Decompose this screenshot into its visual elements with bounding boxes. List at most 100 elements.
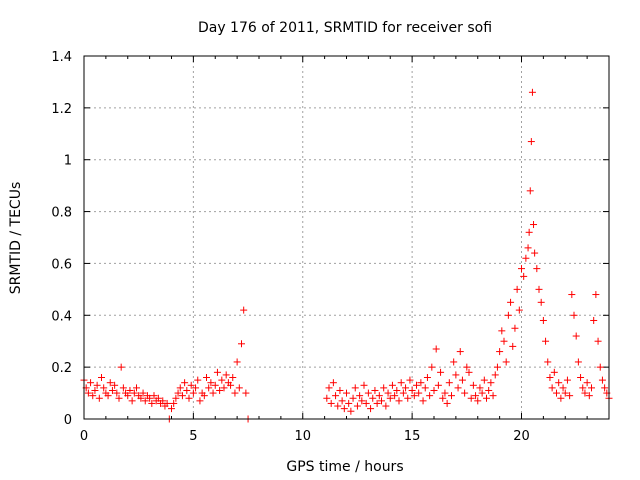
- data-point: [126, 386, 134, 394]
- data-point: [371, 386, 379, 394]
- data-point: [358, 397, 366, 405]
- data-point: [452, 371, 460, 379]
- data-point: [445, 379, 453, 387]
- data-point: [124, 392, 132, 400]
- data-point: [421, 384, 429, 392]
- data-point: [550, 368, 558, 376]
- y-tick-label: 0.2: [51, 361, 72, 376]
- data-point: [218, 376, 226, 384]
- data-point: [211, 381, 219, 389]
- data-point: [345, 399, 353, 407]
- data-point: [133, 384, 140, 392]
- data-point: [539, 316, 547, 324]
- data-point: [476, 384, 484, 392]
- data-point: [172, 394, 180, 402]
- data-point: [146, 394, 154, 402]
- data-point: [139, 389, 147, 397]
- data-point: [496, 348, 504, 356]
- data-point: [504, 311, 512, 319]
- data-point: [515, 306, 523, 314]
- data-point: [207, 379, 215, 387]
- data-point: [568, 291, 576, 299]
- data-point: [187, 381, 195, 389]
- data-point: [428, 363, 436, 371]
- data-point: [205, 384, 213, 392]
- data-point: [360, 381, 368, 389]
- data-point: [566, 392, 574, 400]
- data-point: [130, 389, 138, 397]
- data-point: [454, 384, 462, 392]
- x-tick-label: 5: [189, 429, 197, 444]
- data-point: [533, 265, 541, 273]
- data-point: [498, 327, 506, 335]
- data-point: [397, 379, 405, 387]
- data-point: [148, 399, 156, 407]
- data-point: [592, 291, 600, 299]
- data-point: [458, 376, 466, 384]
- grid: [84, 56, 609, 419]
- data-point: [557, 394, 565, 402]
- data-point: [216, 386, 224, 394]
- y-tick-label: 0: [64, 413, 72, 428]
- x-tick-label: 15: [404, 429, 421, 444]
- data-points: [80, 88, 613, 423]
- data-point: [526, 187, 534, 195]
- data-point: [474, 397, 482, 405]
- data-point: [117, 363, 125, 371]
- data-point: [163, 399, 171, 407]
- data-point: [465, 368, 473, 376]
- data-point: [329, 379, 337, 387]
- data-point: [553, 389, 560, 397]
- data-point: [555, 379, 563, 387]
- x-tick-label: 0: [80, 429, 88, 444]
- data-point: [507, 298, 515, 306]
- data-point: [194, 376, 202, 384]
- data-point: [203, 374, 210, 382]
- data-point: [525, 228, 533, 236]
- data-point: [356, 392, 364, 400]
- data-point: [388, 381, 396, 389]
- data-point: [174, 389, 182, 397]
- data-point: [485, 386, 493, 394]
- data-point: [524, 244, 532, 252]
- data-point: [408, 386, 416, 394]
- data-point: [500, 337, 508, 345]
- data-point: [463, 363, 471, 371]
- y-tick-label: 1.2: [51, 102, 72, 117]
- data-point: [502, 358, 510, 366]
- data-point: [487, 379, 495, 387]
- data-point: [351, 384, 359, 392]
- data-point: [386, 394, 394, 402]
- data-point: [489, 392, 497, 400]
- data-point: [196, 397, 204, 405]
- data-point: [432, 345, 440, 353]
- data-point: [384, 389, 392, 397]
- data-point: [601, 384, 609, 392]
- data-point: [323, 394, 331, 402]
- data-point: [185, 394, 193, 402]
- data-point: [213, 368, 221, 376]
- data-point: [572, 332, 580, 340]
- x-tick-label: 20: [513, 429, 530, 444]
- data-point: [87, 379, 95, 387]
- data-point: [340, 405, 348, 413]
- data-point: [513, 285, 521, 293]
- data-point: [119, 384, 127, 392]
- data-point: [528, 88, 536, 96]
- y-axis-label: SRMTID / TECUs: [8, 182, 24, 295]
- data-point: [570, 311, 578, 319]
- data-point: [373, 399, 381, 407]
- data-point: [235, 384, 243, 392]
- data-point: [410, 392, 418, 400]
- data-point: [574, 358, 582, 366]
- data-point: [415, 389, 423, 397]
- data-point: [334, 402, 342, 410]
- data-point: [353, 402, 361, 410]
- data-point: [98, 374, 105, 382]
- data-point: [128, 397, 136, 405]
- data-point: [336, 386, 344, 394]
- data-point: [527, 138, 535, 146]
- data-point: [399, 389, 407, 397]
- data-point: [176, 384, 184, 392]
